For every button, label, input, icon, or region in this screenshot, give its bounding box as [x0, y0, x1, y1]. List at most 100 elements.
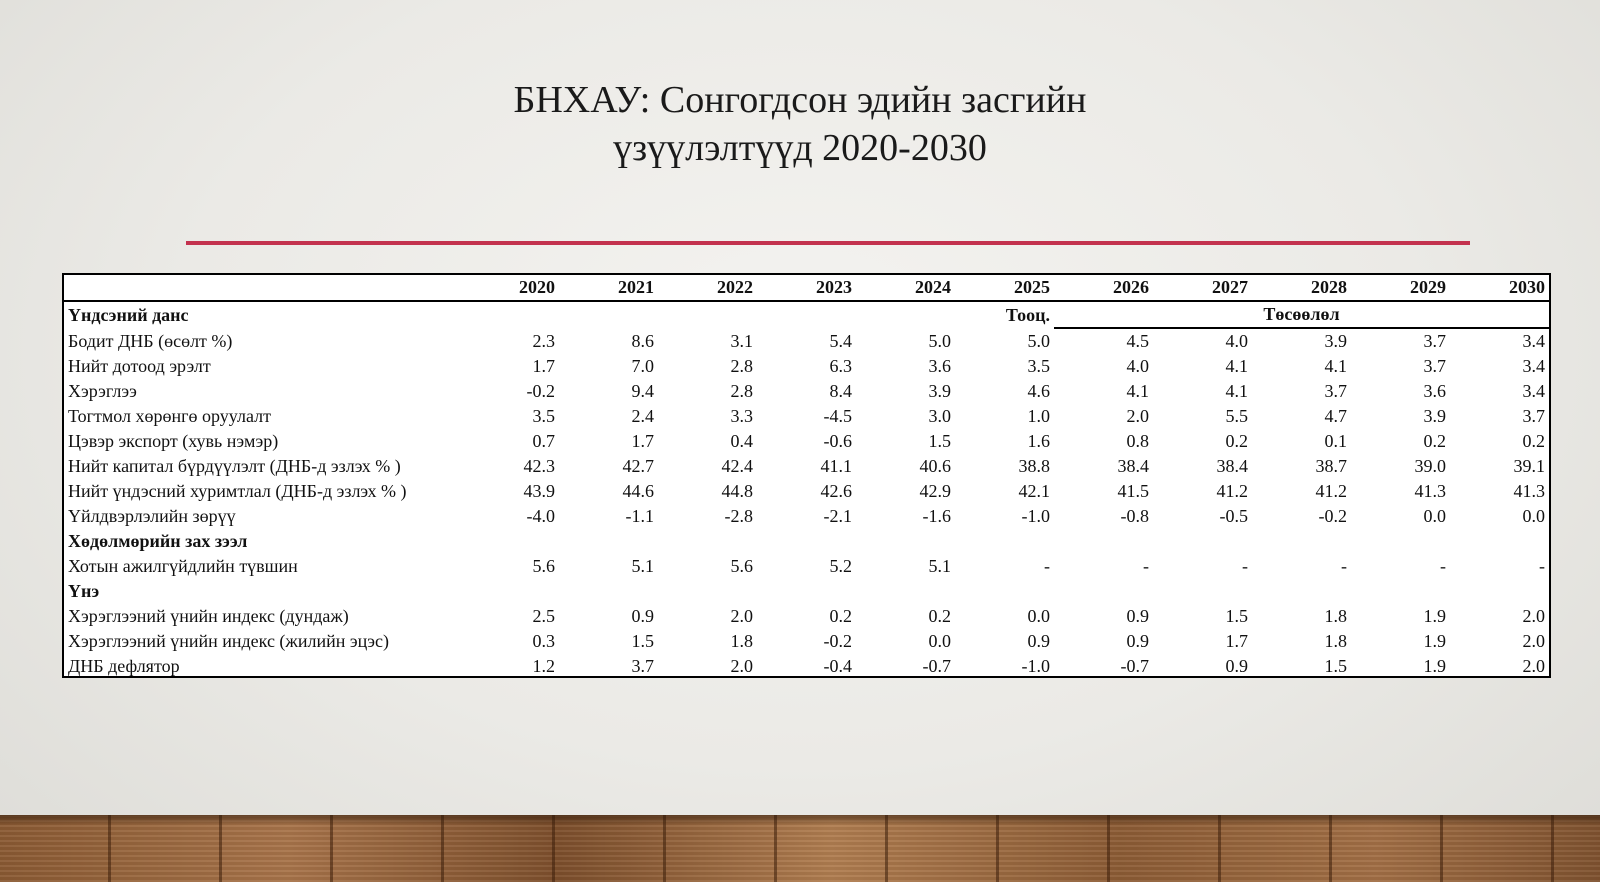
value-cell: 4.6: [1027, 381, 1051, 401]
value-cell: 5.4: [829, 330, 853, 351]
row-label: Нийт үндэсний хуримтлал (ДНБ-д эзлэх % ): [68, 481, 407, 501]
value-cell: -: [1044, 556, 1050, 576]
value-cell: 38.8: [1018, 456, 1051, 476]
section-label: Үндсэний данс: [68, 304, 189, 325]
value-cell: 3.5: [1027, 356, 1051, 376]
value-cell: 1.5: [1225, 606, 1249, 626]
table-row: Нийт капитал бүрдүүлэлт (ДНБ-д эзлэх % )…: [64, 454, 1549, 479]
value-cell: -0.7: [922, 656, 952, 676]
value-cell: -4.5: [823, 406, 853, 426]
value-cell: 0.2: [1225, 431, 1249, 451]
value-cell: 5.1: [631, 556, 655, 576]
section-label: Үнэ: [68, 581, 100, 601]
value-cell: 0.9: [631, 606, 655, 626]
value-cell: 1.0: [1027, 406, 1051, 426]
value-cell: -0.7: [1120, 656, 1150, 676]
value-cell: -0.2: [526, 381, 556, 401]
value-cell: 3.6: [1423, 381, 1447, 401]
value-cell: 0.9: [1126, 606, 1150, 626]
value-cell: 2.4: [631, 406, 655, 426]
value-cell: 9.4: [631, 381, 655, 401]
value-cell: 0.2: [829, 606, 853, 626]
value-cell: 4.0: [1225, 331, 1249, 351]
value-cell: -1.0: [1021, 506, 1051, 526]
value-cell: -: [1143, 556, 1149, 576]
value-cell: 0.9: [1225, 656, 1249, 676]
value-cell: 6.3: [829, 356, 853, 376]
value-cell: 1.5: [928, 431, 952, 451]
accent-rule: [186, 241, 1470, 245]
row-label: Хэрэглээний үнийн индекс (дундаж): [68, 606, 349, 626]
value-cell: 38.4: [1216, 456, 1249, 476]
table-row: Нийт үндэсний хуримтлал (ДНБ-д эзлэх % )…: [64, 479, 1549, 504]
value-cell: 40.6: [919, 456, 952, 476]
value-cell: 43.9: [523, 481, 556, 501]
value-cell: 7.0: [631, 356, 655, 376]
value-cell: -0.6: [823, 431, 853, 451]
value-cell: 0.8: [1126, 431, 1150, 451]
table-row: Бодит ДНБ (өсөлт %) 2.3 8.6 3.1 5.4 5.0 5.0 4.5…: [64, 328, 1549, 354]
value-cell: 1.7: [631, 431, 655, 451]
value-cell: 41.1: [820, 456, 853, 476]
value-cell: 4.1: [1126, 381, 1150, 401]
value-cell: 1.8: [1324, 606, 1348, 626]
year-header: 2020: [460, 275, 559, 302]
section-label: Хөдөлмөрийн зах зээл: [68, 531, 248, 551]
value-cell: 3.6: [928, 356, 952, 376]
value-cell: 0.7: [532, 431, 556, 451]
value-cell: 5.6: [532, 556, 556, 576]
value-cell: 1.9: [1423, 656, 1447, 676]
year-header: 2026: [1054, 275, 1153, 302]
value-cell: -: [1341, 556, 1347, 576]
value-cell: 3.0: [928, 406, 952, 426]
year-header: 2030: [1450, 275, 1549, 302]
value-cell: -2.1: [823, 506, 853, 526]
value-cell: 44.8: [721, 481, 754, 501]
value-cell: -0.8: [1120, 506, 1150, 526]
value-cell: -0.5: [1219, 506, 1249, 526]
value-cell: 3.7: [1423, 356, 1447, 376]
row-label: Нийт капитал бүрдүүлэлт (ДНБ-д эзлэх % ): [68, 456, 401, 476]
row-label: Хотын ажилгүйдлийн түвшин: [68, 556, 298, 576]
value-cell: 5.5: [1225, 406, 1249, 426]
value-cell: 41.2: [1315, 481, 1348, 501]
table-row: Хэрэглээ -0.2 9.4 2.8 8.4 3.9 4.6 4.1 4.1 3.7 3.6 3…: [64, 379, 1549, 404]
value-cell: 0.4: [730, 431, 754, 451]
value-cell: 2.0: [1522, 606, 1546, 626]
value-cell: 4.5: [1126, 331, 1150, 351]
year-header: 2023: [757, 275, 856, 302]
value-cell: 39.0: [1414, 456, 1447, 476]
table-row: Нийт дотоод эрэлт 1.7 7.0 2.8 6.3 3.6 3.5 4.0 4.…: [64, 354, 1549, 379]
table-row: Тогтмол хөрөнгө оруулалт 3.5 2.4 3.3 -4.5 3.0…: [64, 404, 1549, 429]
value-cell: 42.4: [721, 456, 754, 476]
value-cell: 8.6: [631, 330, 655, 351]
row-label: Цэвэр экспорт (хувь нэмэр): [68, 431, 279, 451]
value-cell: 3.1: [730, 330, 754, 351]
value-cell: 0.3: [532, 631, 556, 651]
value-cell: 2.8: [730, 381, 754, 401]
value-cell: 3.4: [1522, 381, 1546, 401]
value-cell: 0.0: [1423, 506, 1447, 526]
value-cell: 2.0: [730, 606, 754, 626]
value-cell: 4.1: [1324, 356, 1348, 376]
value-cell: 41.3: [1414, 481, 1447, 501]
row-label: Тогтмол хөрөнгө оруулалт: [68, 406, 271, 426]
value-cell: 42.1: [1018, 481, 1051, 501]
section-row: Үнэ: [64, 579, 1549, 604]
value-cell: -: [1440, 556, 1446, 576]
value-cell: 1.6: [1027, 431, 1051, 451]
year-header: 2022: [658, 275, 757, 302]
value-cell: 3.7: [1324, 381, 1348, 401]
value-cell: 39.1: [1513, 456, 1546, 476]
value-cell: 5.1: [928, 556, 952, 576]
wood-floor: [0, 815, 1600, 882]
value-cell: 1.5: [1324, 656, 1348, 676]
year-header: 2027: [1153, 275, 1252, 302]
value-cell: 1.5: [631, 631, 655, 651]
value-cell: 44.6: [622, 481, 655, 501]
value-cell: 42.7: [622, 456, 655, 476]
value-cell: 3.7: [1522, 406, 1546, 426]
value-cell: 1.9: [1423, 631, 1447, 651]
value-cell: 2.8: [730, 356, 754, 376]
year-header: 2028: [1252, 275, 1351, 302]
